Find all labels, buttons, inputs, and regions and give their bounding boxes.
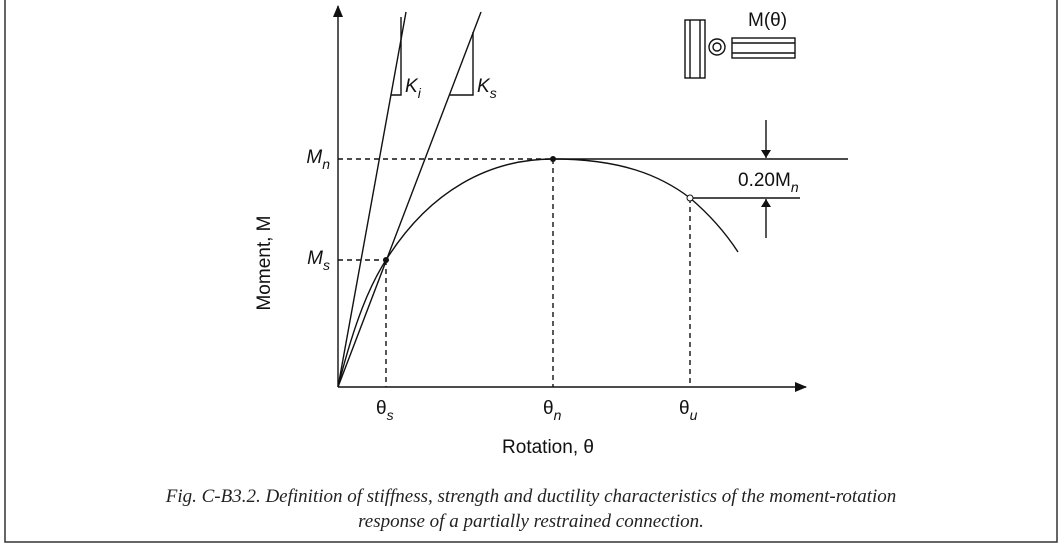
- label-sub: u: [690, 407, 698, 423]
- label-sub: n: [791, 179, 799, 195]
- label-sub: s: [490, 85, 497, 101]
- ks-line: [337, 11, 482, 388]
- point: [383, 257, 389, 263]
- plot-lines: [333, 5, 848, 392]
- caption-line: response of a partially restrained conne…: [358, 511, 704, 532]
- label-base: θ: [376, 398, 387, 419]
- frame: [4, 0, 1058, 543]
- label-base: θ: [679, 398, 690, 419]
- label-sub: n: [554, 407, 562, 423]
- y-axis-label: Moment, M: [254, 215, 275, 310]
- label-sub: s: [387, 407, 394, 423]
- label-base: 0.20M: [738, 170, 791, 191]
- label-base: K: [477, 76, 491, 97]
- ki-line: [337, 11, 407, 388]
- point: [686, 194, 694, 202]
- dashed-guides: [338, 158, 691, 387]
- label: θs: [376, 398, 394, 423]
- inset-label: M(θ): [748, 10, 787, 31]
- x-axis-label: Rotation, θ: [502, 437, 594, 458]
- label: θu: [679, 398, 698, 423]
- curve: [337, 158, 739, 388]
- label: θn: [543, 398, 562, 423]
- ki-triangle: [391, 17, 402, 96]
- label: 0.20Mn: [738, 170, 799, 195]
- ks-triangle: [450, 32, 474, 96]
- label-sub: s: [323, 257, 330, 273]
- label-base: M: [306, 147, 322, 168]
- label: Ki: [405, 76, 422, 101]
- label: Ks: [477, 76, 497, 101]
- label-base: M: [307, 248, 323, 269]
- label: Mn: [306, 147, 330, 172]
- label-sub: n: [322, 156, 330, 172]
- inset-icon: [684, 19, 796, 79]
- point: [550, 156, 556, 162]
- label-base: θ: [543, 398, 554, 419]
- label-base: K: [405, 76, 419, 97]
- caption-line: Fig. C-B3.2. Definition of stiffness, st…: [165, 486, 897, 507]
- label-sub: i: [418, 85, 422, 101]
- label: Ms: [307, 248, 330, 273]
